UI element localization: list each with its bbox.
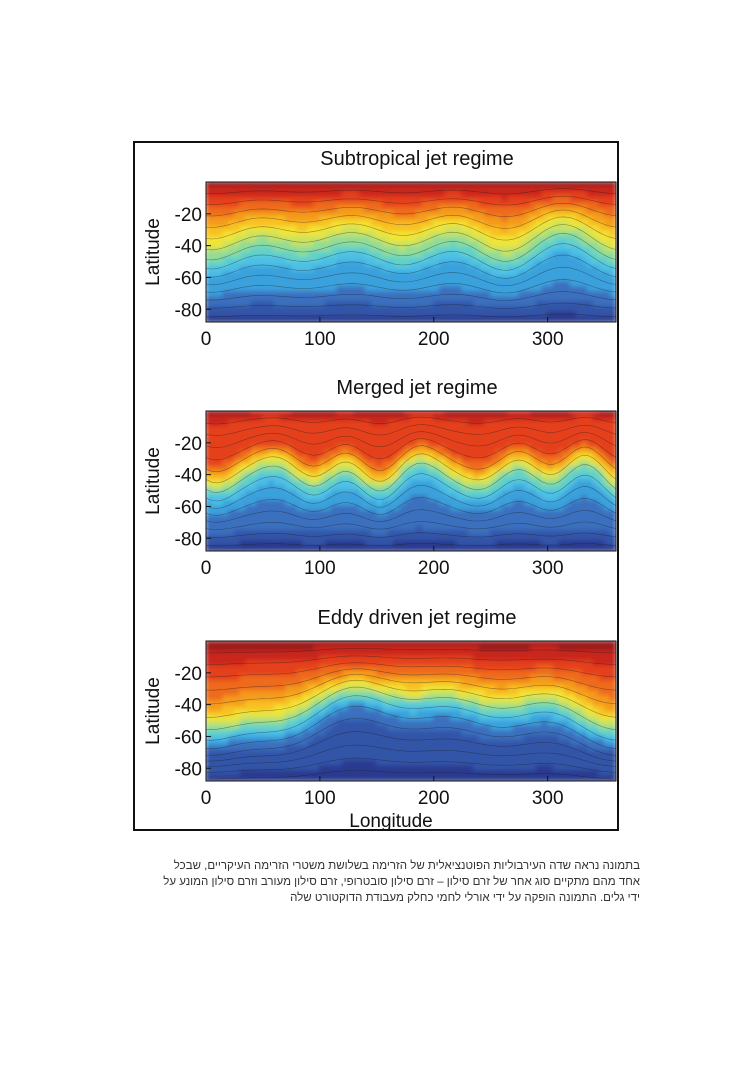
x-tick-label: 0 xyxy=(201,788,212,809)
panel-title: Merged jet regime xyxy=(336,377,497,399)
y-tick-label: -80 xyxy=(175,759,202,780)
x-tick-label: 200 xyxy=(418,558,450,579)
y-tick-label: -40 xyxy=(175,466,202,487)
plot-border xyxy=(205,410,617,552)
caption-line: בתמונה נראה שדה העירבוליות הפוטנציאלית ש… xyxy=(173,860,640,872)
figure-frame: Subtropical jet regime -20 -40 -60 -80 0 100 20… xyxy=(133,141,619,831)
y-tick-label: -60 xyxy=(175,497,202,518)
y-tick-label: -20 xyxy=(175,205,202,226)
contour-field xyxy=(206,411,616,551)
x-tick-label: 100 xyxy=(304,558,336,579)
x-axis-label: Longitude xyxy=(349,811,432,829)
panel-title: Eddy driven jet regime xyxy=(318,607,517,629)
y-tick-label: -40 xyxy=(175,696,202,717)
caption-line: ידי גלים. התמונה הופקה על ידי אורלי לחמי… xyxy=(290,892,640,904)
caption-line: אחד מהם מתקיים סוג אחר של זרם סילון – זר… xyxy=(163,876,640,888)
y-axis-label: Latitude xyxy=(143,218,164,286)
x-tick-label: 100 xyxy=(304,329,336,350)
y-tick-label: -20 xyxy=(175,434,202,455)
panel-title: Subtropical jet regime xyxy=(320,148,513,170)
y-tick-label: -40 xyxy=(175,237,202,258)
y-axis-label: Latitude xyxy=(143,677,164,745)
contour-field xyxy=(206,182,616,322)
figure-caption: בתמונה נראה שדה העירבוליות הפוטנציאלית ש… xyxy=(120,858,640,906)
y-tick-label: -60 xyxy=(175,268,202,289)
x-tick-label: 200 xyxy=(418,788,450,809)
figure-plot-area: Subtropical jet regime -20 -40 -60 -80 0 100 20… xyxy=(143,148,617,829)
x-tick-label: 100 xyxy=(304,788,336,809)
y-axis-label: Latitude xyxy=(143,447,164,515)
contour-field xyxy=(206,641,616,781)
y-tick-label: -20 xyxy=(175,664,202,685)
x-tick-label: 300 xyxy=(532,329,564,350)
x-tick-label: 200 xyxy=(418,329,450,350)
plot-border xyxy=(205,640,617,782)
x-tick-label: 0 xyxy=(201,558,212,579)
y-tick-label: -80 xyxy=(175,529,202,550)
x-tick-label: 0 xyxy=(201,329,212,350)
y-tick-label: -80 xyxy=(175,300,202,321)
y-tick-label: -60 xyxy=(175,727,202,748)
x-tick-label: 300 xyxy=(532,788,564,809)
plot-border xyxy=(205,181,617,323)
x-tick-label: 300 xyxy=(532,558,564,579)
